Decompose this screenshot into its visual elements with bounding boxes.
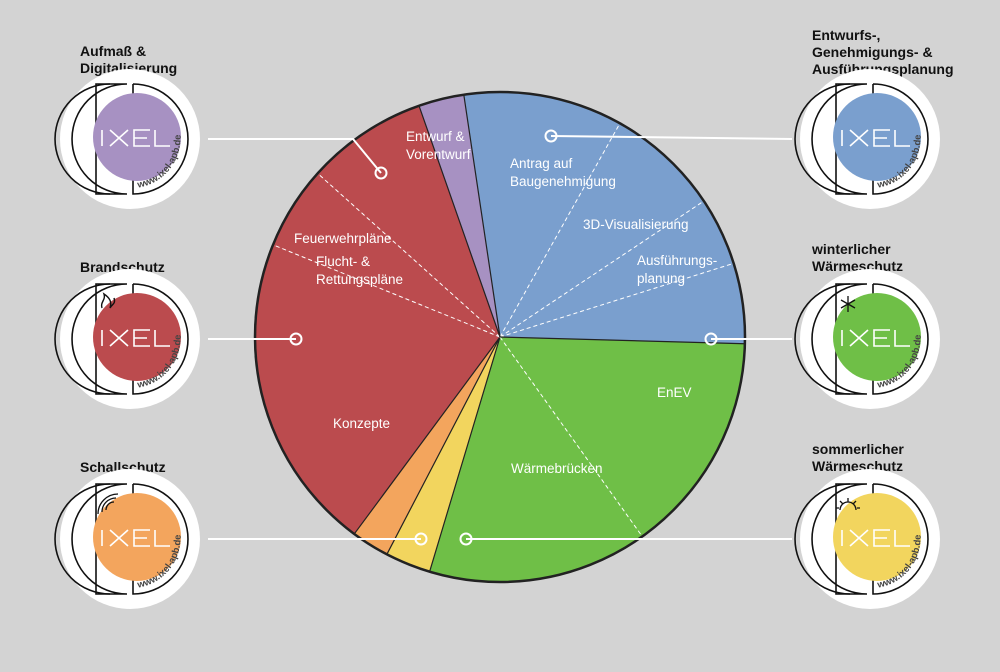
badge-right-bracket (132, 483, 189, 595)
pie-chart (255, 91, 746, 583)
connector-dot-aufmass (374, 166, 388, 180)
slice-label-konzepte: Konzepte (333, 416, 390, 431)
slice-label-antrag-auf-baugenehmigung: Antrag auf Baugenehmigung (510, 156, 616, 189)
badge-aufmass: www.ixel-apb.de (54, 69, 200, 209)
badge-brandschutz: www.ixel-apb.de (54, 269, 200, 409)
flame-icon (100, 292, 116, 309)
sun-icon (836, 498, 860, 511)
pie-slice-wärmebrücken (429, 337, 643, 583)
pie-slice-entwurf-vorentwurf (463, 91, 620, 337)
group-divider-line (463, 94, 501, 338)
badge-color-disc (833, 93, 921, 181)
badge-schallschutz: www.ixel-apb.de (54, 469, 200, 609)
badge-color-disc (93, 293, 181, 381)
snowflake-icon (840, 296, 856, 312)
badge-left-arc (794, 283, 851, 395)
pie-slice-feuerwehrpläne (317, 105, 500, 338)
category-title-planung: Entwurfs-, Genehmigungs- & Ausführungsplan… (812, 27, 954, 77)
pie-slice-ausführungsplanung (500, 263, 746, 344)
badge-left-arc (794, 83, 851, 195)
connector-planung (550, 135, 793, 140)
connector-dot-sommer (459, 532, 473, 546)
inner-divider-line (499, 200, 705, 338)
badge-left-bracket (811, 83, 868, 195)
ixel-logo (101, 329, 170, 347)
category-badges: Aufmaß & Digitalisierungwww.ixel-apb.deBr… (54, 27, 954, 609)
connector-dot-schallschutz (414, 532, 428, 546)
pie-slice-antrag-auf-baugenehmigung (500, 123, 704, 337)
group-divider-line (499, 336, 745, 345)
badge-right-bracket (132, 83, 189, 195)
badge-left-arc (54, 483, 111, 595)
badge-planung: www.ixel-apb.de (794, 69, 940, 209)
category-title-aufmass: Aufmaß & Digitalisierung (80, 43, 177, 76)
group-divider-line (353, 336, 501, 535)
badge-left-arc (54, 283, 111, 395)
ixel-logo (841, 529, 910, 547)
group-divider-line (418, 105, 501, 338)
slice-label-3d-visualisierung: 3D-Visualisierung (583, 217, 689, 232)
badge-right-bracket (872, 83, 929, 195)
badge-color-disc (833, 293, 921, 381)
badge-left-bracket (811, 283, 868, 395)
connectors (208, 129, 793, 546)
ixel-logo (841, 329, 910, 347)
inner-divider-line (499, 262, 734, 338)
connector-aufmass (208, 138, 382, 174)
inner-divider-line (499, 123, 621, 338)
badge-left-bracket (71, 283, 128, 395)
pie-slice-3d-visualisierung (500, 201, 734, 337)
slice-label-entwurf-vorentwurf: Entwurf & Vorentwurf (406, 129, 471, 162)
badge-color-disc (833, 493, 921, 581)
ixel-logo (101, 129, 170, 147)
inner-divider-line (317, 173, 501, 338)
badge-sommer: www.ixel-apb.de (794, 469, 940, 609)
badge-color-disc (93, 93, 181, 181)
pie-slice-aufmaß-digitalisierung-11 (419, 94, 500, 337)
slice-label-ausführungsplanung: Ausführungs-planung (637, 253, 717, 286)
sound-wave-icon (97, 493, 119, 515)
category-title-winter: winterlicher Wärmeschutz (811, 241, 903, 274)
badge-left-bracket (71, 483, 128, 595)
badge-left-bracket (71, 83, 128, 195)
group-divider-line (429, 336, 501, 572)
pie-slice-flucht-rettungspläne (273, 173, 500, 337)
connector-dot-winter (704, 332, 718, 346)
pie-slice-enev (500, 337, 745, 537)
inner-divider-line (272, 244, 501, 338)
pie-slice-sommerlicher-wärmeschutz-6 (386, 337, 500, 572)
connector-dot-brandschutz (289, 332, 303, 346)
inner-divider-line (499, 336, 643, 537)
pie-slice-konzepte (255, 244, 500, 534)
pie-dividers (253, 90, 747, 584)
badge-winter: www.ixel-apb.de (794, 269, 940, 409)
slice-label-flucht-rettungspläne: Flucht- & Rettungspläne (316, 254, 403, 287)
badge-color-disc (93, 493, 181, 581)
slice-label-wärmebrücken: Wärmebrücken (511, 461, 603, 476)
slice-label-feuerwehrpläne: Feuerwehrpläne (294, 231, 392, 246)
slice-label-enev: EnEV (657, 385, 692, 400)
badge-right-bracket (872, 483, 929, 595)
badge-right-bracket (872, 283, 929, 395)
badge-left-arc (54, 83, 111, 195)
ixel-logo (841, 129, 910, 147)
ixel-logo (101, 529, 170, 547)
badge-right-bracket (132, 283, 189, 395)
category-title-sommer: sommerlicher Wärmeschutz (812, 441, 904, 474)
connector-dot-planung (544, 129, 558, 143)
pie-labels: Entwurf & Vorentwurf Antrag auf Baugenehmig… (294, 129, 717, 476)
pie-outline (253, 90, 747, 584)
group-divider-line (386, 336, 501, 555)
pie-slice-schallschutz-7 (354, 337, 500, 555)
badge-left-bracket (811, 483, 868, 595)
badge-left-arc (794, 483, 851, 595)
